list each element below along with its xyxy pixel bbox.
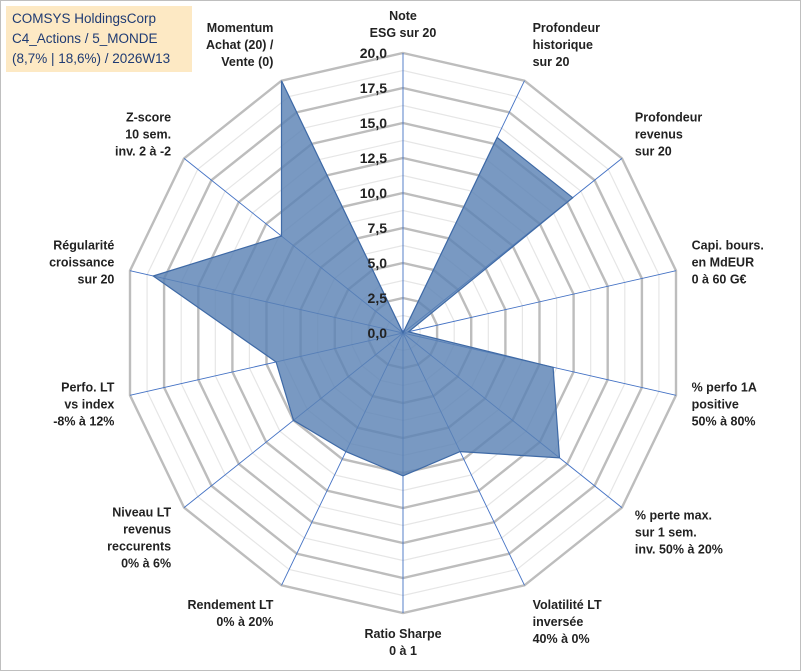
axis-label-line: inversée (533, 615, 584, 629)
axis-label-line: revenus (123, 523, 171, 537)
tick-label: 7,5 (368, 220, 388, 236)
axis-label-line: 10 sem. (125, 127, 171, 141)
tick-label: 12,5 (360, 150, 387, 166)
axis-label-line: 40% à 0% (533, 632, 590, 646)
axis-label-line: 0 à 1 (389, 644, 417, 658)
axis-label: Régularité croissance sur 20 (49, 238, 114, 286)
axis-spoke (402, 270, 677, 334)
tick-label: 15,0 (360, 115, 387, 131)
axis-label-line: Vente (0) (221, 55, 273, 69)
axis-label-line: ESG sur 20 (370, 26, 437, 40)
axis-label-line: Volatilité LT (533, 598, 602, 612)
axis-label-line: inv. 2 à -2 (115, 144, 171, 158)
title-line-1: COMSYS HoldingsCorp (12, 11, 157, 26)
axis-label-line: 0 à 60 G€ (692, 272, 747, 286)
tick-labels: 0,0 2,5 5,0 7,5 10,0 12,5 15,0 17,5 20,0 (360, 45, 387, 341)
axis-label-line: reccurents (107, 540, 171, 554)
title-line-3: (8,7% | 18,6%) / 2026W13 (12, 51, 171, 66)
axis-label: Profondeur historique sur 20 (533, 21, 600, 69)
title-box: COMSYS HoldingsCorp C4_Actions / 5_MONDE… (6, 6, 192, 72)
axis-label: Ratio Sharpe 0 à 1 (364, 627, 441, 658)
axis-labels: Note ESG sur 20 Profondeur historique sur 20… (49, 9, 764, 658)
axis-label-line: Capi. bours. (692, 238, 764, 252)
axis-label-line: sur 1 sem. (635, 526, 697, 540)
axis-label-line: Niveau LT (112, 506, 171, 520)
axis-label-line: 0% à 20% (216, 615, 273, 629)
tick-label: 17,5 (360, 80, 387, 96)
axis-label-line: sur 20 (635, 144, 672, 158)
axis-label-line: en MdEUR (692, 255, 755, 269)
axis-label-line: vs index (64, 398, 114, 412)
axis-label-line: Momentum (207, 21, 274, 35)
axis-label: Perfo. LT vs index -8% à 12% (53, 381, 115, 429)
tick-label: 5,0 (368, 255, 388, 271)
axis-label: % perte max. sur 1 sem. inv. 50% à 20% (635, 509, 723, 557)
axis-label: Momentum Achat (20) / Vente (0) (206, 21, 274, 69)
axis-label-line: Perfo. LT (61, 381, 115, 395)
axis-label: % perfo 1A positive 50% à 80% (692, 381, 757, 429)
series (151, 80, 574, 477)
axis-label-line: % perfo 1A (692, 381, 757, 395)
axis-label-line: Note (389, 9, 417, 23)
axis-label-line: positive (692, 398, 739, 412)
axis-label-line: sur 20 (533, 55, 570, 69)
tick-label: 2,5 (368, 290, 388, 306)
axis-label-line: Achat (20) / (206, 38, 274, 52)
axis-label-line: Z-score (126, 110, 171, 124)
axis-label-line: Rendement LT (188, 598, 274, 612)
tick-label: 20,0 (360, 45, 387, 61)
axis-label: Volatilité LT inversée 40% à 0% (533, 598, 602, 646)
axis-label-line: Profondeur (533, 21, 600, 35)
axis-label: Rendement LT 0% à 20% (188, 598, 274, 629)
axis-label-line: revenus (635, 127, 683, 141)
axis-label: Z-score 10 sem. inv. 2 à -2 (115, 110, 171, 158)
axis-label-line: Régularité (53, 238, 114, 252)
axis-label-line: Profondeur (635, 110, 702, 124)
axis-label: Niveau LT revenus reccurents 0% à 6% (107, 506, 171, 571)
axis-label-line: croissance (49, 255, 114, 269)
axis-label-line: Ratio Sharpe (364, 627, 441, 641)
axis-label: Capi. bours. en MdEUR 0 à 60 G€ (692, 238, 764, 286)
axis-label-line: 0% à 6% (121, 557, 171, 571)
axis-label-line: sur 20 (78, 272, 115, 286)
axis-label-line: % perte max. (635, 509, 712, 523)
title-line-2: C4_Actions / 5_MONDE (12, 31, 158, 46)
axis-label: Note ESG sur 20 (370, 9, 437, 40)
axis-label-line: historique (533, 38, 593, 52)
axis-label-line: inv. 50% à 20% (635, 543, 723, 557)
axis-label: Profondeur revenus sur 20 (635, 110, 702, 158)
tick-label: 0,0 (368, 325, 388, 341)
tick-label: 10,0 (360, 185, 387, 201)
axis-label-line: -8% à 12% (53, 415, 114, 429)
axis-label-line: 50% à 80% (692, 415, 756, 429)
